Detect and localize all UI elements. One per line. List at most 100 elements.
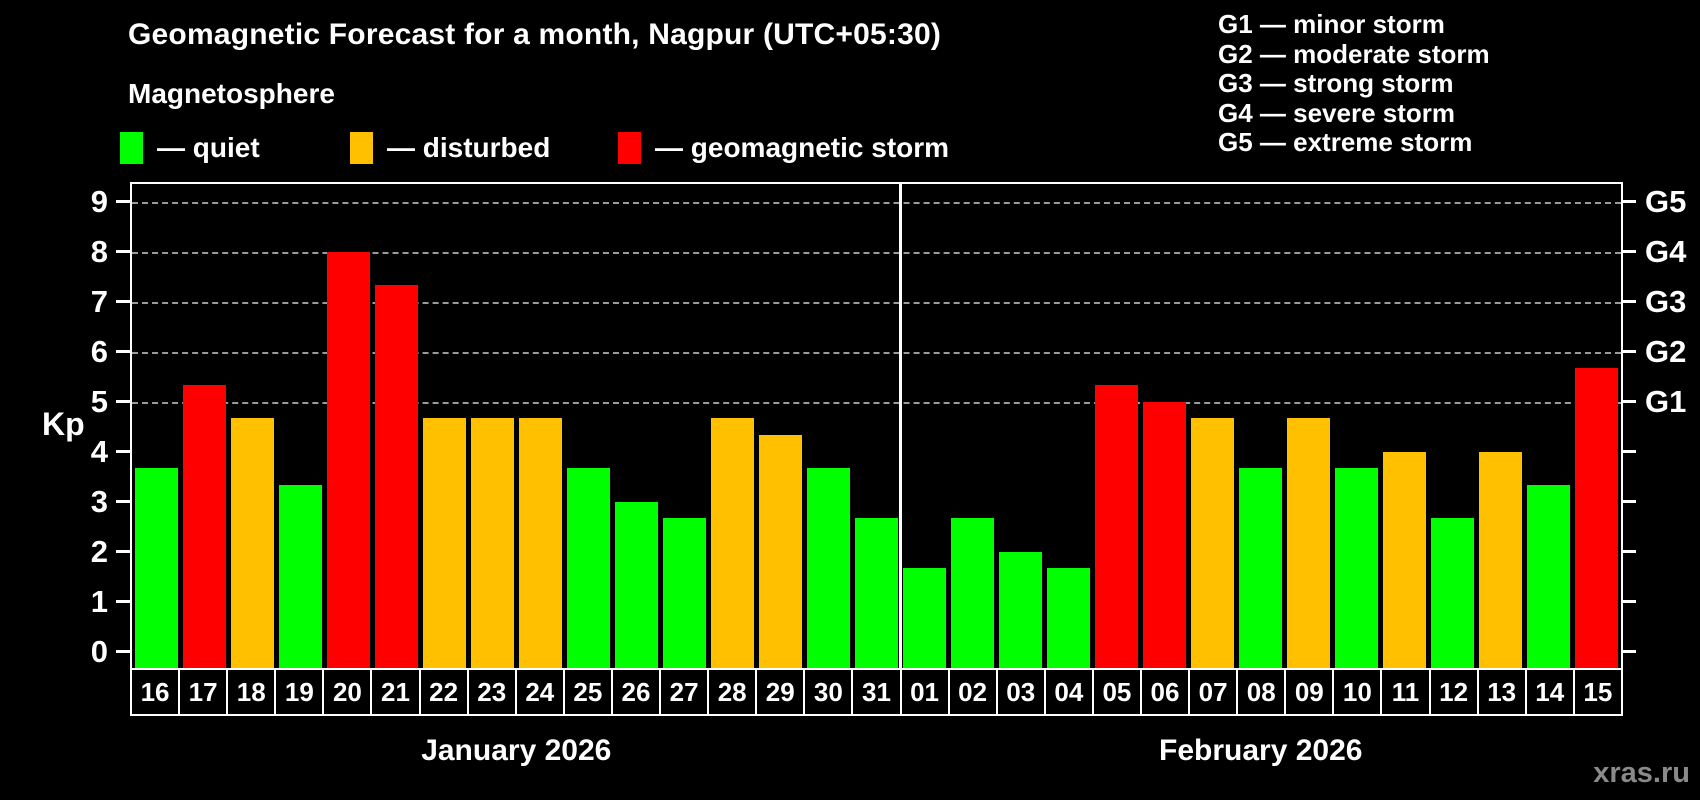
date-cell-28: 28: [707, 668, 758, 716]
kp-bar-day-24: [518, 418, 562, 668]
date-cell-11: 11: [1380, 668, 1431, 716]
g-axis-label-g1: G1: [1645, 383, 1687, 419]
right-tick-3: [1621, 500, 1636, 504]
legend-item-quiet: — quiet: [120, 131, 260, 165]
date-cell-05: 05: [1091, 668, 1142, 716]
kp-bar-day-11: [1383, 451, 1427, 668]
kp-bar-day-15: [1575, 368, 1619, 668]
month-label-1: February 2026: [1159, 734, 1363, 767]
kp-bar-day-20: [326, 251, 370, 668]
kp-bar-day-03: [999, 551, 1043, 668]
kp-gridline-7: [132, 301, 1621, 304]
right-tick-7: [1621, 300, 1636, 304]
disturbed-color-swatch: [350, 132, 373, 164]
kp-bar-day-16: [134, 468, 178, 668]
date-axis: 16 17 18 19 20 21 22 23 24 25 26 27 28 29 30 31 01 02 03 04…: [130, 668, 1623, 716]
kp-bar-day-25: [566, 468, 610, 668]
date-cell-04: 04: [1043, 668, 1094, 716]
kp-tick-label-8: 8: [90, 233, 108, 269]
page-title: Geomagnetic Forecast for a month, Nagpur…: [128, 18, 942, 51]
kp-bar-day-31: [854, 518, 898, 668]
kp-bar-day-29: [758, 435, 802, 668]
date-cell-24: 24: [514, 668, 565, 716]
legend-item-disturbed: — disturbed: [350, 131, 550, 165]
right-tick-0: [1621, 650, 1636, 654]
right-tick-5: [1621, 400, 1636, 404]
g-scale-legend: G1 — minor storm G2 — moderate storm G3 …: [1218, 9, 1490, 158]
date-cell-03: 03: [995, 668, 1046, 716]
kp-gridline-8: [132, 251, 1621, 254]
kp-bar-day-07: [1191, 418, 1235, 668]
right-tick-2: [1621, 550, 1636, 554]
left-tick-9: [116, 200, 130, 204]
date-cell-17: 17: [178, 668, 229, 716]
date-cell-14: 14: [1524, 668, 1575, 716]
left-tick-8: [116, 250, 130, 254]
date-cell-07: 07: [1188, 668, 1239, 716]
g-legend-line-g5: G5 — extreme storm: [1218, 127, 1473, 157]
right-tick-4: [1621, 450, 1636, 454]
kp-tick-label-2: 2: [90, 533, 108, 569]
month-separator: [899, 184, 903, 668]
kp-tick-label-1: 1: [90, 583, 108, 619]
date-cell-08: 08: [1236, 668, 1287, 716]
date-cell-09: 09: [1284, 668, 1335, 716]
kp-bar-day-06: [1143, 401, 1187, 668]
disturbed-legend-label: — disturbed: [387, 132, 551, 163]
kp-tick-label-3: 3: [90, 483, 108, 519]
kp-bar-day-22: [422, 418, 466, 668]
kp-bar-day-08: [1239, 468, 1283, 668]
right-tick-1: [1621, 600, 1636, 604]
kp-bar-day-23: [470, 418, 514, 668]
date-cell-31: 31: [851, 668, 902, 716]
date-cell-21: 21: [370, 668, 421, 716]
kp-bar-day-26: [614, 501, 658, 668]
kp-bar-day-17: [182, 385, 226, 668]
watermark: xras.ru: [1593, 757, 1690, 789]
left-tick-3: [116, 500, 130, 504]
left-tick-0: [116, 650, 130, 654]
kp-bar-day-02: [951, 518, 995, 668]
g-axis-label-g2: G2: [1645, 333, 1687, 369]
left-tick-5: [116, 400, 130, 404]
date-cell-02: 02: [947, 668, 998, 716]
right-tick-8: [1621, 250, 1636, 254]
kp-bar-day-09: [1287, 418, 1331, 668]
date-cell-22: 22: [418, 668, 469, 716]
kp-gridline-9: [132, 201, 1621, 204]
date-cell-16: 16: [130, 668, 181, 716]
left-tick-7: [116, 300, 130, 304]
left-tick-2: [116, 550, 130, 554]
kp-bar-day-19: [278, 485, 322, 668]
kp-bar-day-12: [1431, 518, 1475, 668]
kp-gridline-5: [132, 401, 1621, 404]
kp-bar-day-27: [662, 518, 706, 668]
date-cell-20: 20: [322, 668, 373, 716]
left-tick-6: [116, 350, 130, 354]
kp-bar-day-13: [1479, 451, 1523, 668]
legend-item-storm: — geomagnetic storm: [618, 131, 949, 165]
g-legend-line-g4: G4 — severe storm: [1218, 97, 1456, 128]
kp-bar-day-14: [1527, 485, 1571, 668]
kp-bar-day-01: [903, 568, 947, 668]
storm-legend-label: — geomagnetic storm: [655, 132, 950, 163]
kp-tick-label-5: 5: [90, 383, 108, 419]
g-legend-line-g1: G1 — minor storm: [1218, 9, 1445, 39]
date-cell-30: 30: [803, 668, 854, 716]
date-cell-10: 10: [1332, 668, 1383, 716]
date-cell-12: 12: [1428, 668, 1479, 716]
date-cell-15: 15: [1572, 668, 1623, 716]
kp-tick-label-7: 7: [90, 283, 108, 319]
date-cell-29: 29: [755, 668, 806, 716]
kp-gridline-6: [132, 351, 1621, 354]
left-tick-1: [116, 600, 130, 604]
date-cell-01: 01: [899, 668, 950, 716]
kp-tick-label-6: 6: [90, 333, 108, 369]
date-cell-26: 26: [610, 668, 662, 716]
g-legend-line-g2: G2 — moderate storm: [1218, 38, 1490, 69]
kp-bar-day-05: [1095, 385, 1139, 668]
left-tick-4: [116, 450, 130, 454]
date-cell-23: 23: [466, 668, 517, 716]
quiet-legend-label: — quiet: [157, 132, 260, 163]
kp-bar-day-04: [1047, 568, 1091, 668]
